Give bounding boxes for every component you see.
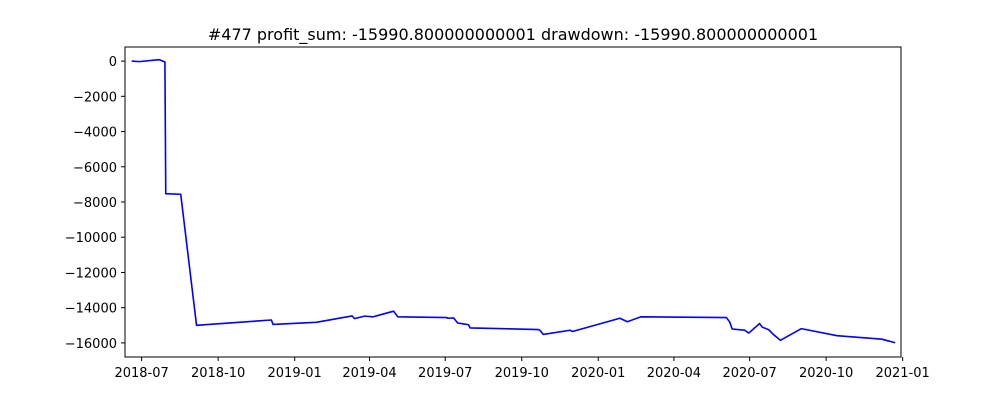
x-tick-label: 2018-10 — [191, 366, 245, 381]
x-tick-label: 2021-01 — [875, 366, 929, 381]
y-tick-label: −8000 — [73, 196, 117, 211]
plot-area — [125, 47, 901, 357]
x-tick-label: 2019-01 — [268, 366, 322, 381]
y-tick-label: −12000 — [65, 266, 117, 281]
y-tick-label: −16000 — [65, 337, 117, 352]
y-tick-label: −6000 — [73, 161, 117, 176]
x-tick-label: 2019-10 — [495, 366, 549, 381]
x-tick-label: 2020-07 — [722, 366, 776, 381]
x-tick-label: 2019-04 — [342, 366, 396, 381]
chart-title: #477 profit_sum: -15990.800000000001 dra… — [208, 25, 818, 45]
x-tick-label: 2020-04 — [647, 366, 701, 381]
x-tick-label: 2020-01 — [571, 366, 625, 381]
profit-line — [131, 58, 896, 344]
y-tick-label: −10000 — [65, 231, 117, 246]
x-tick-label: 2020-10 — [799, 366, 853, 381]
y-tick-label: −14000 — [65, 302, 117, 317]
series-group — [131, 58, 896, 344]
x-axis: 2018-07 2018-10 2019-01 2019-04 2019-07 2019-… — [114, 357, 930, 381]
y-tick-label: −4000 — [73, 126, 117, 141]
x-tick-label: 2018-07 — [114, 366, 168, 381]
y-axis: 0 −2000 −4000 −6000 −8000 −10000 −12000 −14000 −… — [65, 55, 125, 352]
plot-frame — [124, 46, 902, 358]
x-tick-label: 2019-07 — [418, 366, 472, 381]
y-tick-label: −2000 — [73, 90, 117, 105]
y-tick-label: 0 — [109, 55, 117, 70]
